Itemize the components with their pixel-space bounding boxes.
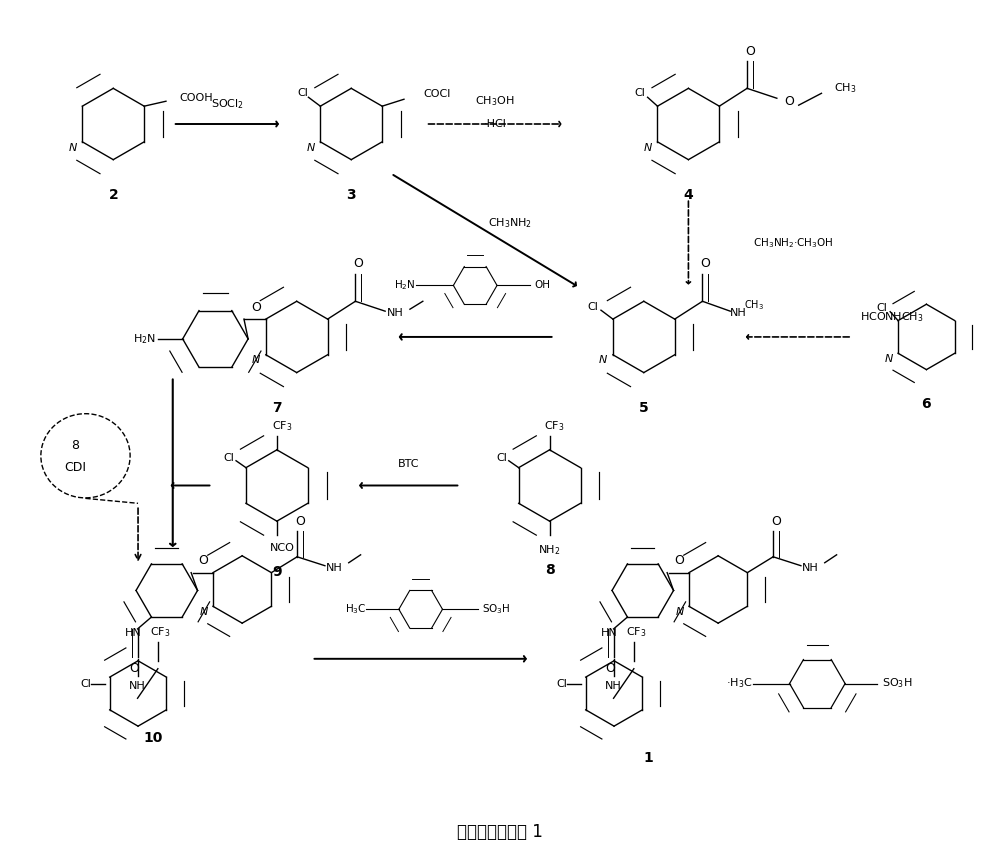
Text: NH: NH	[801, 563, 818, 572]
Text: 8: 8	[545, 563, 554, 577]
Text: N: N	[252, 355, 260, 365]
Text: NH: NH	[730, 308, 747, 318]
Text: O: O	[784, 94, 794, 107]
Text: N: N	[68, 143, 77, 152]
Text: H$_3$C: H$_3$C	[345, 603, 366, 617]
Text: CF$_3$: CF$_3$	[626, 625, 646, 639]
Text: CF$_3$: CF$_3$	[272, 419, 292, 433]
Text: N: N	[199, 607, 208, 617]
Text: N: N	[306, 143, 315, 152]
Text: NH$_2$: NH$_2$	[538, 543, 561, 557]
Text: 5: 5	[639, 401, 649, 415]
Text: ·HCl: ·HCl	[484, 119, 506, 129]
Text: 4: 4	[684, 188, 693, 203]
Text: Cl: Cl	[556, 679, 567, 688]
Text: NH: NH	[325, 563, 342, 572]
Text: HCONHCH$_3$: HCONHCH$_3$	[860, 310, 924, 324]
Text: O: O	[251, 301, 261, 313]
Text: CH$_3$NH$_2$: CH$_3$NH$_2$	[488, 216, 532, 230]
Text: N: N	[643, 143, 652, 152]
Text: O: O	[353, 257, 363, 270]
Text: H$_2$N: H$_2$N	[394, 279, 416, 293]
Text: CF$_3$: CF$_3$	[150, 625, 170, 639]
Text: NCO: NCO	[269, 543, 294, 553]
Text: OH: OH	[535, 281, 551, 290]
Text: 9: 9	[272, 565, 282, 578]
Text: Cl: Cl	[496, 453, 507, 462]
Text: CDI: CDI	[65, 462, 87, 475]
Text: Cl: Cl	[877, 303, 888, 313]
Text: NH: NH	[129, 682, 146, 691]
Text: O: O	[771, 514, 781, 527]
Text: SO$_3$H: SO$_3$H	[482, 603, 511, 617]
Text: N: N	[885, 353, 893, 364]
Text: ·H$_3$C: ·H$_3$C	[726, 676, 753, 690]
Text: N: N	[599, 355, 607, 365]
Text: 1: 1	[644, 751, 654, 765]
Text: SOCl$_2$: SOCl$_2$	[211, 97, 244, 111]
Text: CH$_3$: CH$_3$	[744, 299, 764, 312]
Text: BTC: BTC	[398, 459, 419, 469]
Text: 6: 6	[922, 397, 931, 411]
Text: 10: 10	[143, 731, 163, 745]
Text: CH$_3$: CH$_3$	[834, 81, 857, 95]
Text: CH$_3$OH: CH$_3$OH	[475, 94, 515, 108]
Text: O: O	[745, 45, 755, 58]
Text: O: O	[606, 662, 616, 675]
Text: HN: HN	[125, 628, 142, 638]
Text: Cl: Cl	[297, 88, 308, 99]
Text: CH$_3$NH$_2$·CH$_3$OH: CH$_3$NH$_2$·CH$_3$OH	[753, 236, 833, 249]
Text: COCl: COCl	[424, 89, 451, 100]
Text: 7: 7	[272, 401, 282, 415]
Text: O: O	[198, 554, 208, 567]
Text: CF$_3$: CF$_3$	[544, 419, 565, 433]
Text: 8: 8	[72, 439, 80, 452]
Text: 3: 3	[346, 188, 356, 203]
Text: Cl: Cl	[634, 88, 645, 99]
Text: Cl: Cl	[588, 302, 598, 313]
Text: O: O	[674, 554, 684, 567]
Text: H$_2$N: H$_2$N	[133, 332, 156, 346]
Text: NH: NH	[387, 308, 403, 318]
Text: HN: HN	[601, 628, 618, 638]
Text: O: O	[130, 662, 140, 675]
Text: 2: 2	[108, 188, 118, 203]
Text: N: N	[675, 607, 684, 617]
Text: NH: NH	[605, 682, 622, 691]
Text: SO$_3$H: SO$_3$H	[882, 676, 912, 690]
Text: O: O	[701, 257, 710, 270]
Text: Cl: Cl	[224, 453, 235, 462]
Text: O: O	[295, 514, 305, 527]
Text: COOH: COOH	[179, 94, 213, 103]
Text: 反应化学方程式 1: 反应化学方程式 1	[457, 823, 543, 841]
Text: Cl: Cl	[80, 679, 91, 688]
